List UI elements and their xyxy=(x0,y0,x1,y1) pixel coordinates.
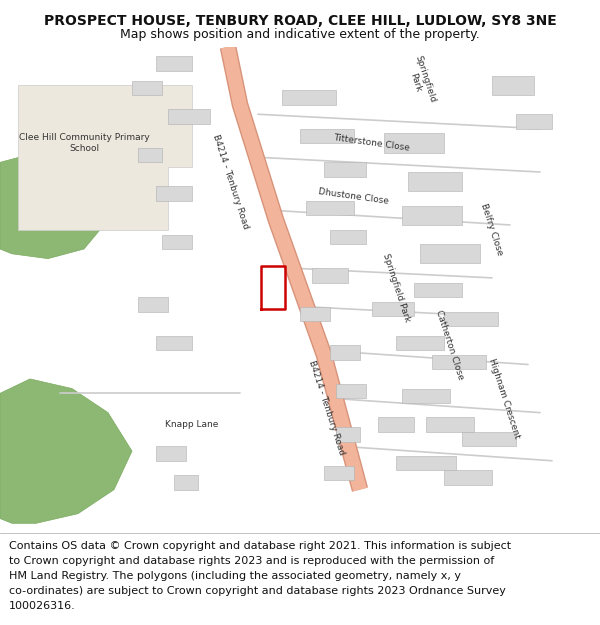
Text: HM Land Registry. The polygons (including the associated geometry, namely x, y: HM Land Registry. The polygons (includin… xyxy=(9,571,461,581)
Bar xyxy=(426,418,474,432)
Bar xyxy=(300,129,354,143)
Bar xyxy=(336,384,366,398)
Text: Map shows position and indicative extent of the property.: Map shows position and indicative extent… xyxy=(120,28,480,41)
Text: Knapp Lane: Knapp Lane xyxy=(166,420,218,429)
Bar xyxy=(384,134,444,152)
Bar xyxy=(156,446,186,461)
Bar xyxy=(492,76,534,95)
Text: 100026316.: 100026316. xyxy=(9,601,76,611)
Bar xyxy=(282,90,336,104)
Text: Springfield
Park: Springfield Park xyxy=(403,54,437,107)
Bar xyxy=(174,475,198,489)
Polygon shape xyxy=(18,86,192,230)
Bar xyxy=(414,282,462,297)
Polygon shape xyxy=(0,152,108,259)
Bar xyxy=(432,355,486,369)
Text: PROSPECT HOUSE, TENBURY ROAD, CLEE HILL, LUDLOW, SY8 3NE: PROSPECT HOUSE, TENBURY ROAD, CLEE HILL,… xyxy=(44,14,556,28)
Text: Belfry Close: Belfry Close xyxy=(479,202,505,257)
Bar xyxy=(402,206,462,225)
Text: Clee Hill Community Primary
School: Clee Hill Community Primary School xyxy=(19,133,149,153)
Bar xyxy=(420,244,480,264)
Bar xyxy=(402,389,450,403)
Bar xyxy=(156,336,192,350)
Bar xyxy=(378,418,414,432)
Bar xyxy=(156,56,192,71)
Polygon shape xyxy=(0,379,132,523)
Bar xyxy=(156,186,192,201)
Bar xyxy=(138,148,162,162)
Text: co-ordinates) are subject to Crown copyright and database rights 2023 Ordnance S: co-ordinates) are subject to Crown copyr… xyxy=(9,586,506,596)
Text: Highnam Crescent: Highnam Crescent xyxy=(487,357,521,439)
Bar xyxy=(336,427,360,441)
Bar xyxy=(162,234,192,249)
Bar xyxy=(312,268,348,282)
Bar xyxy=(516,114,552,129)
Text: Dhustone Close: Dhustone Close xyxy=(318,187,390,206)
Bar xyxy=(330,230,366,244)
Text: B4214 - Tenbury Road: B4214 - Tenbury Road xyxy=(307,359,347,456)
Bar xyxy=(300,307,330,321)
Bar xyxy=(396,456,456,471)
Bar xyxy=(330,345,360,359)
Text: Contains OS data © Crown copyright and database right 2021. This information is : Contains OS data © Crown copyright and d… xyxy=(9,541,511,551)
Bar xyxy=(132,81,162,95)
Bar xyxy=(372,302,414,316)
Text: Springfield Park: Springfield Park xyxy=(380,252,412,323)
Bar xyxy=(396,336,444,350)
Bar xyxy=(324,162,366,177)
Text: to Crown copyright and database rights 2023 and is reproduced with the permissio: to Crown copyright and database rights 2… xyxy=(9,556,494,566)
Bar xyxy=(138,297,168,311)
Bar xyxy=(444,311,498,326)
Text: Titterstone Close: Titterstone Close xyxy=(333,133,411,153)
Bar xyxy=(444,471,492,485)
Bar xyxy=(168,109,210,124)
Bar xyxy=(462,432,516,446)
Bar xyxy=(324,466,354,480)
Bar xyxy=(408,172,462,191)
Text: B4214 - Tenbury Road: B4214 - Tenbury Road xyxy=(211,133,251,230)
Text: Catherton Close: Catherton Close xyxy=(434,309,466,381)
Bar xyxy=(306,201,354,215)
